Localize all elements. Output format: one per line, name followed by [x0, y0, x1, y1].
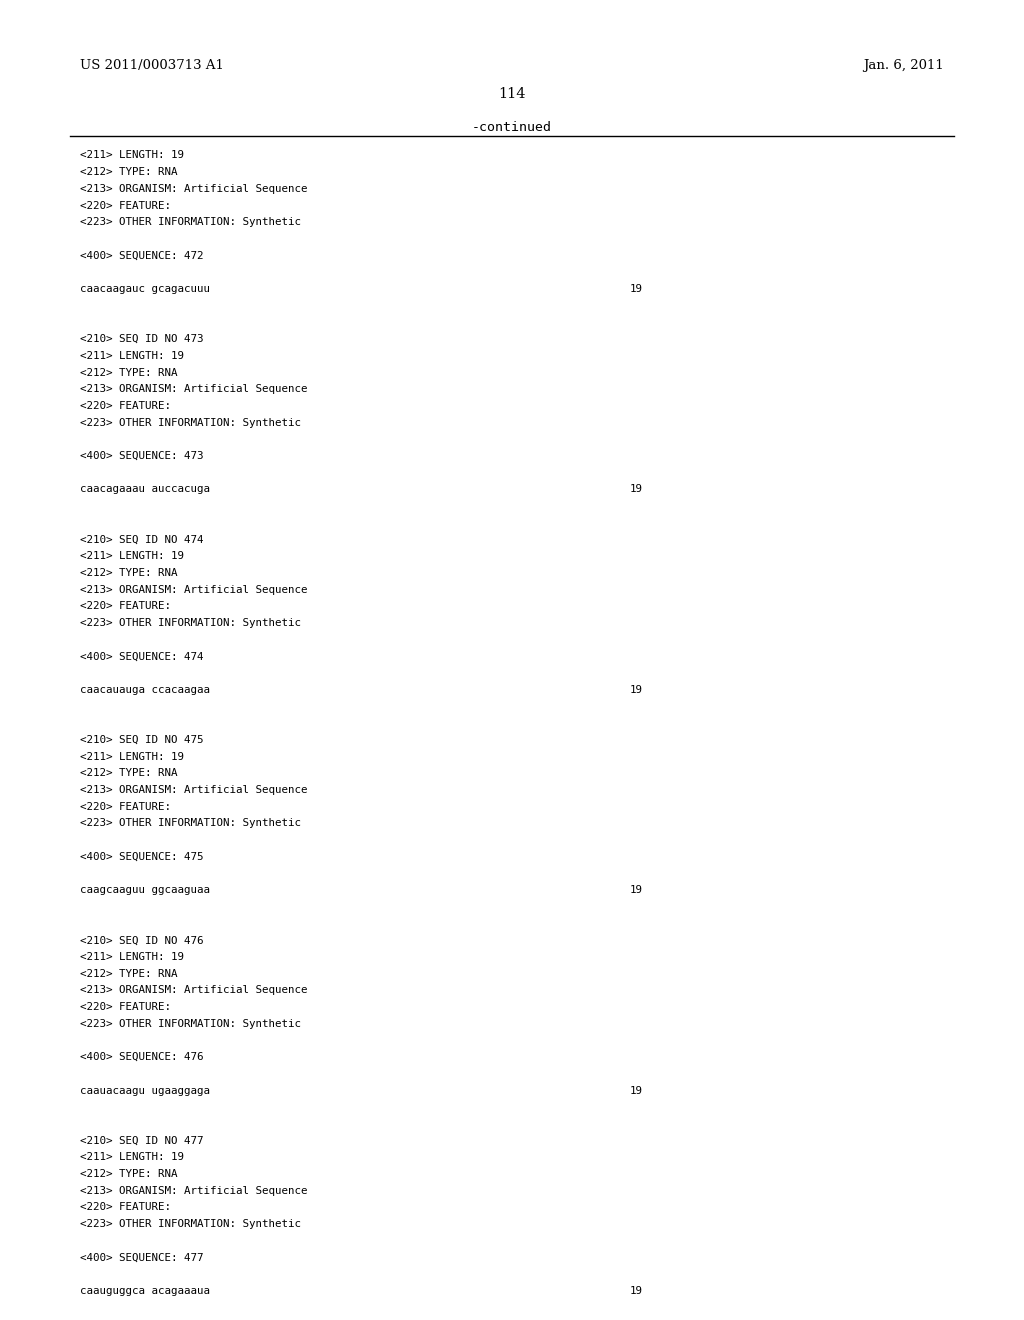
Text: 19: 19 — [630, 886, 643, 895]
Text: <213> ORGANISM: Artificial Sequence: <213> ORGANISM: Artificial Sequence — [80, 384, 307, 395]
Text: <220> FEATURE:: <220> FEATURE: — [80, 1002, 171, 1012]
Text: <400> SEQUENCE: 472: <400> SEQUENCE: 472 — [80, 251, 204, 260]
Text: <211> LENGTH: 19: <211> LENGTH: 19 — [80, 150, 184, 161]
Text: 19: 19 — [630, 1286, 643, 1296]
Text: <223> OTHER INFORMATION: Synthetic: <223> OTHER INFORMATION: Synthetic — [80, 618, 301, 628]
Text: <223> OTHER INFORMATION: Synthetic: <223> OTHER INFORMATION: Synthetic — [80, 1220, 301, 1229]
Text: 19: 19 — [630, 1085, 643, 1096]
Text: <400> SEQUENCE: 476: <400> SEQUENCE: 476 — [80, 1052, 204, 1063]
Text: caauguggca acagaaaua: caauguggca acagaaaua — [80, 1286, 210, 1296]
Text: caacaagauc gcagacuuu: caacaagauc gcagacuuu — [80, 284, 210, 294]
Text: <220> FEATURE:: <220> FEATURE: — [80, 801, 171, 812]
Text: <220> FEATURE:: <220> FEATURE: — [80, 602, 171, 611]
Text: <211> LENGTH: 19: <211> LENGTH: 19 — [80, 751, 184, 762]
Text: <223> OTHER INFORMATION: Synthetic: <223> OTHER INFORMATION: Synthetic — [80, 818, 301, 829]
Text: Jan. 6, 2011: Jan. 6, 2011 — [863, 59, 944, 73]
Text: caauacaagu ugaaggaga: caauacaagu ugaaggaga — [80, 1085, 210, 1096]
Text: <210> SEQ ID NO 477: <210> SEQ ID NO 477 — [80, 1135, 204, 1146]
Text: <400> SEQUENCE: 475: <400> SEQUENCE: 475 — [80, 851, 204, 862]
Text: <212> TYPE: RNA: <212> TYPE: RNA — [80, 168, 177, 177]
Text: <210> SEQ ID NO 473: <210> SEQ ID NO 473 — [80, 334, 204, 345]
Text: caagcaaguu ggcaaguaa: caagcaaguu ggcaaguaa — [80, 886, 210, 895]
Text: 114: 114 — [499, 87, 525, 102]
Text: <220> FEATURE:: <220> FEATURE: — [80, 201, 171, 211]
Text: <212> TYPE: RNA: <212> TYPE: RNA — [80, 969, 177, 978]
Text: <211> LENGTH: 19: <211> LENGTH: 19 — [80, 952, 184, 962]
Text: <213> ORGANISM: Artificial Sequence: <213> ORGANISM: Artificial Sequence — [80, 1185, 307, 1196]
Text: 19: 19 — [630, 284, 643, 294]
Text: <223> OTHER INFORMATION: Synthetic: <223> OTHER INFORMATION: Synthetic — [80, 218, 301, 227]
Text: <400> SEQUENCE: 474: <400> SEQUENCE: 474 — [80, 652, 204, 661]
Text: <223> OTHER INFORMATION: Synthetic: <223> OTHER INFORMATION: Synthetic — [80, 1019, 301, 1028]
Text: <210> SEQ ID NO 476: <210> SEQ ID NO 476 — [80, 936, 204, 945]
Text: <211> LENGTH: 19: <211> LENGTH: 19 — [80, 351, 184, 360]
Text: <212> TYPE: RNA: <212> TYPE: RNA — [80, 1170, 177, 1179]
Text: <210> SEQ ID NO 475: <210> SEQ ID NO 475 — [80, 735, 204, 744]
Text: <211> LENGTH: 19: <211> LENGTH: 19 — [80, 552, 184, 561]
Text: 19: 19 — [630, 484, 643, 495]
Text: <213> ORGANISM: Artificial Sequence: <213> ORGANISM: Artificial Sequence — [80, 985, 307, 995]
Text: <213> ORGANISM: Artificial Sequence: <213> ORGANISM: Artificial Sequence — [80, 585, 307, 594]
Text: <213> ORGANISM: Artificial Sequence: <213> ORGANISM: Artificial Sequence — [80, 183, 307, 194]
Text: <400> SEQUENCE: 473: <400> SEQUENCE: 473 — [80, 451, 204, 461]
Text: <223> OTHER INFORMATION: Synthetic: <223> OTHER INFORMATION: Synthetic — [80, 417, 301, 428]
Text: US 2011/0003713 A1: US 2011/0003713 A1 — [80, 59, 224, 73]
Text: caacagaaau auccacuga: caacagaaau auccacuga — [80, 484, 210, 495]
Text: 19: 19 — [630, 685, 643, 694]
Text: <212> TYPE: RNA: <212> TYPE: RNA — [80, 568, 177, 578]
Text: <213> ORGANISM: Artificial Sequence: <213> ORGANISM: Artificial Sequence — [80, 785, 307, 795]
Text: <400> SEQUENCE: 477: <400> SEQUENCE: 477 — [80, 1253, 204, 1262]
Text: caacauauga ccacaagaa: caacauauga ccacaagaa — [80, 685, 210, 694]
Text: <211> LENGTH: 19: <211> LENGTH: 19 — [80, 1152, 184, 1163]
Text: <212> TYPE: RNA: <212> TYPE: RNA — [80, 367, 177, 378]
Text: <212> TYPE: RNA: <212> TYPE: RNA — [80, 768, 177, 779]
Text: -continued: -continued — [472, 121, 552, 135]
Text: <210> SEQ ID NO 474: <210> SEQ ID NO 474 — [80, 535, 204, 545]
Text: <220> FEATURE:: <220> FEATURE: — [80, 401, 171, 411]
Text: <220> FEATURE:: <220> FEATURE: — [80, 1203, 171, 1213]
